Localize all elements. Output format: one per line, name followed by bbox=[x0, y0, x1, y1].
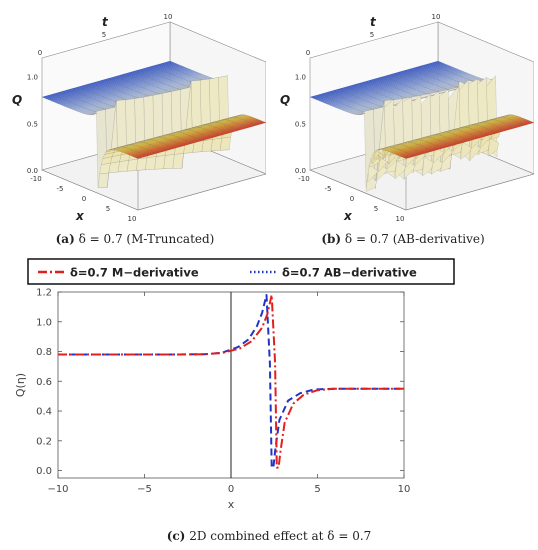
legend: δ=0.7 M−derivative δ=0.7 AB−derivative bbox=[27, 258, 455, 285]
caption-a-label: (a) bbox=[55, 232, 75, 246]
y-tick-label: 0.4 bbox=[36, 407, 52, 418]
surface-cell bbox=[97, 172, 109, 188]
q-tick-label: 1.0 bbox=[295, 74, 306, 82]
surface-cell bbox=[136, 155, 148, 159]
t-tick-label: 10 bbox=[164, 13, 173, 21]
x-axis-label: x bbox=[343, 209, 353, 223]
surface-mesh bbox=[309, 60, 535, 192]
t-axis-label: t bbox=[102, 15, 109, 29]
caption-a: (a) δ = 0.7 (M-Truncated) bbox=[4, 232, 266, 246]
caption-c-label: (c) bbox=[166, 529, 186, 543]
surface-cell bbox=[154, 155, 166, 170]
q-tick-label: 0.0 bbox=[295, 167, 306, 175]
series-line-m-derivative bbox=[58, 294, 404, 469]
y-tick-label: 1.0 bbox=[36, 317, 52, 328]
line-chart: δ=0.7 M−derivative δ=0.7 AB−derivative −10… bbox=[0, 256, 538, 528]
caption-b-label: (b) bbox=[321, 232, 342, 246]
caption-b: (b) δ = 0.7 (AB-derivative) bbox=[272, 232, 534, 246]
x-tick-label: 10 bbox=[398, 484, 411, 495]
surface-cell bbox=[163, 154, 175, 169]
q-axis-label: Q bbox=[12, 93, 22, 107]
q-axis-label: Q bbox=[280, 93, 290, 107]
y-tick-label: 0.8 bbox=[36, 347, 52, 358]
axis-ticks: -10 -5 0 5 10 x 0 5 10 t 0.0 0.5 1.0 Q bbox=[280, 13, 440, 223]
x-tick-label: 10 bbox=[128, 215, 137, 223]
x-tick-label: 0 bbox=[82, 195, 86, 203]
t-axis-label: t bbox=[370, 15, 377, 29]
surface-cell bbox=[172, 153, 184, 169]
q-tick-label: 0.5 bbox=[295, 120, 306, 128]
surface-plot-b: -10 -5 0 5 10 x 0 5 10 t 0.0 0.5 1.0 Q bbox=[272, 0, 535, 228]
x-tick-label: -10 bbox=[298, 175, 309, 183]
x-tick-label: 5 bbox=[314, 484, 320, 495]
legend-label: δ=0.7 AB−derivative bbox=[282, 266, 417, 280]
front-edge-bottom bbox=[41, 169, 139, 211]
y-tick-label: 0.6 bbox=[36, 377, 52, 388]
series-line-ab-derivative bbox=[58, 294, 404, 469]
t-tick-label: 5 bbox=[102, 31, 106, 39]
x-tick-label: 0 bbox=[228, 484, 234, 495]
surface-mesh bbox=[41, 60, 267, 188]
axes: −10 −5 0 5 10 0.0 0.2 0.4 0.6 0.8 1.0 1.2 x Q(η) bbox=[14, 288, 410, 512]
t-tick-label: 0 bbox=[306, 49, 310, 57]
y-tick-label: 0.0 bbox=[36, 466, 52, 477]
x-axis-label: x bbox=[228, 498, 235, 511]
t-tick-label: 0 bbox=[38, 49, 42, 57]
x-tick-label: 0 bbox=[350, 195, 354, 203]
x-tick-label: −10 bbox=[47, 484, 68, 495]
surface-cell bbox=[404, 155, 416, 159]
q-tick-label: 1.0 bbox=[27, 74, 38, 82]
caption-c-text: 2D combined effect at δ = 0.7 bbox=[189, 529, 372, 543]
t-tick-label: 10 bbox=[432, 13, 441, 21]
caption-a-text: δ = 0.7 (M-Truncated) bbox=[78, 232, 215, 246]
caption-c: (c) 2D combined effect at δ = 0.7 bbox=[0, 529, 538, 543]
q-tick-label: 0.5 bbox=[27, 120, 38, 128]
t-tick-label: 5 bbox=[370, 31, 374, 39]
x-tick-label: −5 bbox=[137, 484, 152, 495]
x-tick-label: -5 bbox=[325, 185, 332, 193]
surface-cell bbox=[373, 149, 385, 160]
x-tick-label: -5 bbox=[57, 185, 64, 193]
x-tick-label: -10 bbox=[30, 175, 41, 183]
axis-ticks: -10 -5 0 5 10 x 0 5 10 t 0.0 0.5 1.0 Q bbox=[12, 13, 172, 223]
surface-plot-a: -10 -5 0 5 10 x 0 5 10 t 0.0 0.5 1.0 Q bbox=[4, 0, 267, 228]
legend-box bbox=[27, 258, 455, 285]
y-tick-label: 0.2 bbox=[36, 436, 52, 447]
y-axis-label: Q(η) bbox=[14, 373, 27, 397]
x-tick-label: 5 bbox=[374, 205, 378, 213]
front-edge-bottom bbox=[309, 169, 407, 211]
caption-b-text: δ = 0.7 (AB-derivative) bbox=[344, 232, 485, 246]
y-tick-label: 1.2 bbox=[36, 288, 52, 299]
legend-label: δ=0.7 M−derivative bbox=[70, 266, 199, 280]
x-tick-label: 10 bbox=[396, 215, 405, 223]
x-axis-label: x bbox=[75, 209, 85, 223]
q-tick-label: 0.0 bbox=[27, 167, 38, 175]
x-tick-label: 5 bbox=[106, 205, 110, 213]
